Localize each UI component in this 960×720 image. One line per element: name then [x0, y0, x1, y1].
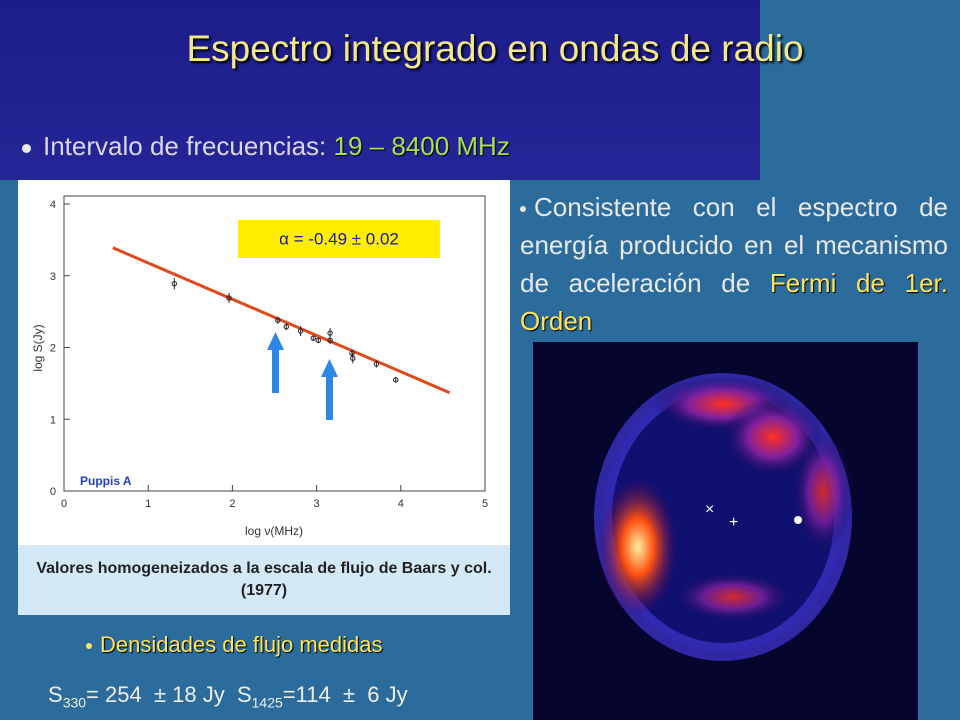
point: [349, 350, 355, 356]
header-band: [0, 0, 760, 180]
flux-values: S330= 254 ± 18 Jy S1425=114 ± 6 Jy: [48, 682, 408, 710]
point: [373, 361, 380, 367]
symbol: S: [48, 682, 63, 707]
frequency-range: 19 – 8400 MHz: [333, 131, 510, 161]
bullet-text: Densidades de flujo medidas: [100, 632, 383, 657]
caption-text: Valores homogeneizados a la escala de fl…: [36, 560, 492, 599]
point: [393, 377, 399, 383]
subscript: 1425: [251, 694, 283, 711]
subscript: 330: [62, 694, 87, 711]
point: [350, 355, 356, 361]
slide-title: Espectro integrado en ondas de radio: [186, 28, 804, 69]
plot-frame: [63, 195, 486, 492]
y-tick-label: 3: [50, 271, 56, 283]
y-tick-label: 1: [50, 414, 56, 426]
chart-panel: α = -0.49 ± 0.02 Puppis A log ν(MHz) log…: [18, 180, 510, 545]
marker: +: [729, 514, 738, 531]
point: [226, 295, 232, 301]
caption: Valores homogeneizados a la escala de fl…: [18, 545, 510, 615]
source-label: Puppis A: [80, 474, 132, 488]
flux-text: =114 ± 6 Jy: [282, 682, 408, 707]
x-tick-label: 4: [398, 498, 404, 510]
y-tick-label: 4: [50, 199, 56, 211]
point: [327, 330, 333, 336]
point: [283, 323, 289, 330]
point: [327, 337, 333, 344]
fit-line: [112, 246, 451, 395]
point: [297, 328, 304, 334]
bullet: Intervalo de frecuencias: 19 – 8400 MHz: [22, 131, 510, 162]
bullet-text: Intervalo de frecuencias:: [43, 131, 334, 161]
point: [315, 337, 321, 344]
y-tick-label: 0: [50, 486, 56, 498]
y-tick-label: 2: [50, 343, 56, 355]
bullet: Consistente con el espectro de energía p…: [520, 188, 948, 340]
x-tick-label: 0: [61, 498, 67, 510]
marker: ×: [705, 501, 714, 518]
point: [171, 280, 178, 287]
flux-text: = 254 ± 18 Jy: [86, 682, 225, 707]
x-axis-label: log ν(MHz): [245, 524, 303, 538]
symbol: S: [236, 682, 252, 707]
annotation-box: [238, 220, 440, 258]
x-tick-label: 3: [314, 498, 320, 510]
chart: α = -0.49 ± 0.02 Puppis A log ν(MHz) log…: [31, 195, 488, 538]
highlight: Fermi de 1er. Orden: [520, 268, 949, 336]
point: [310, 335, 316, 341]
annotation: α = -0.49 ± 0.02: [279, 229, 399, 248]
x-tick-label: 2: [229, 498, 235, 510]
radio-image: × +: [533, 342, 918, 720]
bullet-text: Consistente con el espectro de energía p…: [520, 192, 948, 298]
x-tick-label: 1: [145, 498, 151, 510]
arrows: [267, 332, 338, 420]
bullet: Densidades de flujo medidas: [86, 632, 383, 658]
point: [275, 317, 281, 323]
y-axis-label: log S(Jy): [31, 324, 45, 371]
x-tick-label: 5: [482, 498, 488, 510]
